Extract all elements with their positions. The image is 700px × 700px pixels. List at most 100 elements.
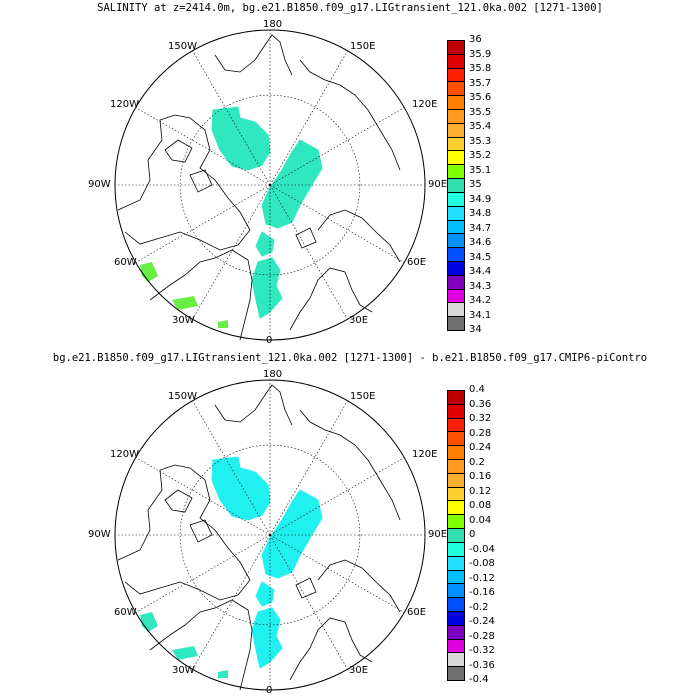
salinity-field-patch-high <box>218 320 228 328</box>
colorbar-label: 35.8 <box>469 63 492 74</box>
salinity-field-patch <box>251 257 283 319</box>
coastline <box>289 617 373 681</box>
colorbar-cell <box>447 302 465 318</box>
longitude-label-lower-right-1: 60E <box>407 607 427 618</box>
coastline <box>289 267 373 331</box>
colorbar-cell <box>447 247 465 262</box>
meridian-line <box>269 50 348 186</box>
meridian-line <box>269 534 405 613</box>
colorbar-cell <box>447 624 465 640</box>
colorbar-cell <box>447 67 465 83</box>
coastline <box>214 384 293 426</box>
colorbar-label: 35.4 <box>469 121 492 132</box>
colorbar-label: -0.16 <box>469 587 495 598</box>
colorbar-label: 0.12 <box>469 485 492 497</box>
colorbar-cell <box>447 445 465 461</box>
colorbar-cell <box>447 555 465 571</box>
longitude-label-left: 90W <box>88 529 111 540</box>
longitude-label-lower-left-2: 30W <box>172 315 195 326</box>
colorbar-cell <box>447 583 465 599</box>
colorbar-label: -0.32 <box>469 645 495 656</box>
coastline <box>149 249 253 341</box>
meridian-line <box>135 184 271 263</box>
meridian-line <box>269 457 405 536</box>
coastline <box>149 599 253 691</box>
panel2-title: bg.e21.B1850.f09_g17.LIGtransient_121.0k… <box>52 352 648 364</box>
longitude-label-upper-right-1: 150E <box>350 391 376 402</box>
coastline <box>295 577 317 599</box>
coastline <box>164 489 193 513</box>
longitude-label-upper-left-1: 150W <box>168 391 197 402</box>
colorbar-label: 34.8 <box>469 208 492 219</box>
colorbar-label: 34.4 <box>469 266 492 277</box>
salinity-field-patch <box>255 231 275 257</box>
colorbar-label: 0.32 <box>469 413 492 424</box>
longitude-label-upper-left-2: 120W <box>110 449 139 460</box>
colorbar-label: 34.3 <box>469 280 492 292</box>
colorbar-label: 34.2 <box>469 295 492 306</box>
longitude-label-upper-right-2: 120E <box>412 449 438 460</box>
salinity-field-patch <box>211 106 271 171</box>
longitude-label-lower-left-1: 60W <box>114 607 137 618</box>
colorbar-label: 35.5 <box>469 106 492 118</box>
longitude-label-bottom: 0 <box>266 685 273 696</box>
colorbar-cell <box>447 316 465 331</box>
panel1-title: SALINITY at z=2414.0m, bg.e21.B1850.f09_… <box>97 2 603 14</box>
salinity-field-patch <box>261 489 323 579</box>
coastline <box>117 464 251 601</box>
longitude-label-bottom: 0 <box>266 335 273 346</box>
colorbar-label: -0.28 <box>469 630 495 642</box>
colorbar-cell <box>447 219 465 235</box>
longitude-label-lower-left-1: 60W <box>114 257 137 268</box>
colorbar-cell <box>447 500 465 516</box>
colorbar-label: 34 <box>469 324 482 335</box>
map-boundary <box>114 379 426 691</box>
meridian-line <box>192 534 271 670</box>
colorbar-cell <box>447 652 465 668</box>
colorbar-cell <box>447 390 465 405</box>
longitude-label-top: 180 <box>263 19 283 30</box>
colorbar-cell <box>447 597 465 612</box>
colorbar-label: 34.1 <box>469 309 492 321</box>
colorbar-label: -0.2 <box>469 601 489 613</box>
colorbar-label: 0.16 <box>469 471 492 482</box>
colorbar-label: 35.3 <box>469 135 492 147</box>
longitude-label-right: 90E <box>428 179 448 190</box>
colorbar-cell <box>447 274 465 290</box>
colorbar-cell <box>447 260 465 276</box>
salinity-field-patch-high <box>140 262 158 282</box>
longitude-label-upper-right-2: 120E <box>412 99 438 110</box>
colorbar-label: 35.6 <box>469 92 492 103</box>
meridian-line <box>269 400 348 536</box>
longitude-label-upper-left-1: 150W <box>168 41 197 52</box>
longitude-label-lower-right-1: 60E <box>407 257 427 268</box>
meridian-line <box>135 457 271 536</box>
colorbar-label: 34.6 <box>469 237 492 248</box>
colorbar-label: 0.2 <box>469 456 485 468</box>
colorbar-label: 35.7 <box>469 77 492 89</box>
colorbar-cell <box>447 178 465 193</box>
colorbar-cell <box>447 638 465 654</box>
meridian-line <box>269 184 405 263</box>
colorbar-label: -0.08 <box>469 558 495 569</box>
salinity-field-patch-high <box>172 296 198 310</box>
colorbar-label: 0 <box>469 529 476 540</box>
longitude-label-left: 90W <box>88 179 111 190</box>
colorbar-label: -0.4 <box>469 674 489 685</box>
colorbar-cell <box>447 666 465 681</box>
colorbar-cell <box>447 109 465 124</box>
colorbar-label: 34.9 <box>469 193 492 205</box>
colorbar-label: 0.08 <box>469 500 492 511</box>
meridian-line <box>135 107 271 186</box>
map-boundary <box>114 29 426 341</box>
coastline <box>317 209 401 263</box>
colorbar-label: 35 <box>469 179 482 190</box>
meridian-line <box>269 107 405 186</box>
colorbar-cell <box>447 288 465 304</box>
colorbar-cell <box>447 514 465 530</box>
colorbar-label: 0.24 <box>469 442 492 453</box>
coastline <box>299 59 401 171</box>
colorbar-cell <box>447 472 465 488</box>
longitude-label-lower-right-2: 30E <box>349 315 369 326</box>
longitude-label-upper-left-2: 120W <box>110 99 139 110</box>
